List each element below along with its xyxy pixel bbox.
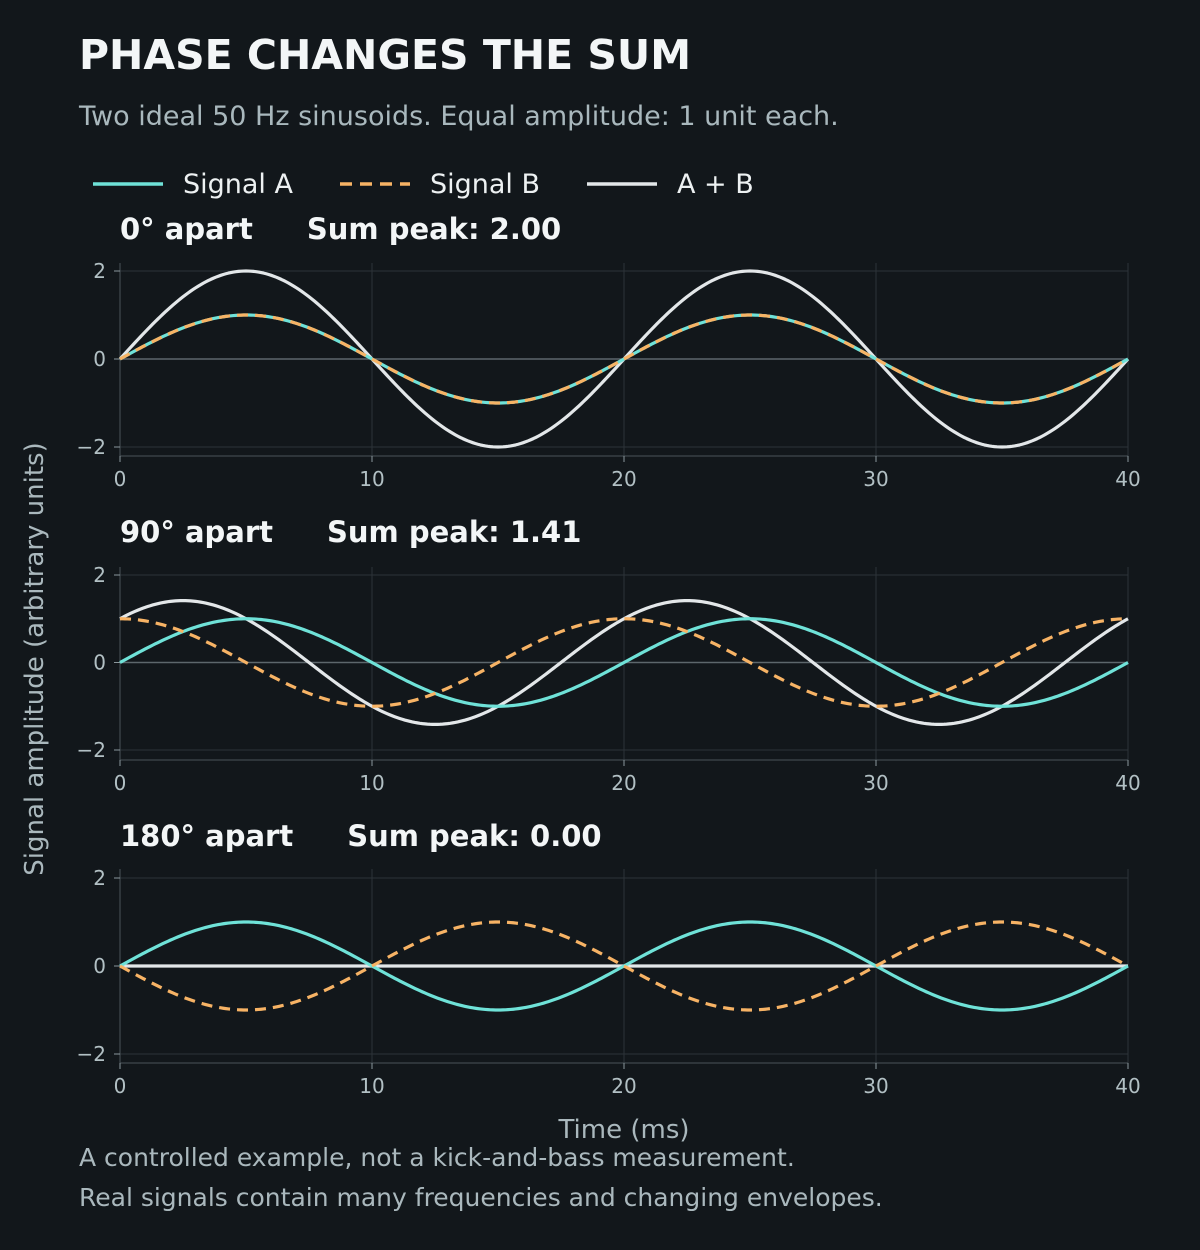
series-signal-b-line [119, 617, 1129, 708]
series-signal-b-line [119, 920, 1129, 1012]
y-tick-label: 2 [93, 563, 106, 587]
series-signal-b-line [119, 313, 1129, 405]
y-tick-label: 0 [93, 954, 106, 978]
legend: Signal A Signal B A + B [93, 169, 754, 200]
y-tick-label: 0 [93, 347, 106, 371]
panel-sum-peak-label: Sum peak: 2.00 [307, 212, 561, 246]
x-tick-label: 10 [359, 771, 384, 795]
x-tick-label: 10 [359, 467, 384, 491]
x-tick-label: 40 [1115, 1074, 1140, 1098]
x-tick-label: 40 [1115, 771, 1140, 795]
panel-phase-label: 180° apart [120, 819, 293, 853]
chart-subtitle: Two ideal 50 Hz sinusoids. Equal amplitu… [78, 101, 839, 132]
x-axis-label: Time (ms) [557, 1115, 689, 1145]
y-tick-label: −2 [77, 738, 106, 762]
series-sum-line [119, 599, 1129, 726]
x-tick-label: 30 [863, 467, 888, 491]
x-tick-label: 10 [359, 1074, 384, 1098]
y-tick-label: 0 [93, 651, 106, 675]
legend-label-signal-a: Signal A [183, 169, 294, 200]
panel-sum-peak-label: Sum peak: 0.00 [347, 819, 601, 853]
legend-label-sum: A + B [677, 169, 754, 200]
panel-sum-peak-label: Sum peak: 1.41 [327, 515, 581, 549]
x-tick-label: 20 [611, 771, 636, 795]
y-axis-label: Signal amplitude (arbitrary units) [20, 442, 50, 876]
x-tick-label: 0 [114, 771, 127, 795]
y-tick-label: 2 [93, 259, 106, 283]
x-tick-label: 20 [611, 1074, 636, 1098]
x-tick-label: 30 [863, 1074, 888, 1098]
x-tick-label: 20 [611, 467, 636, 491]
x-tick-label: 40 [1115, 467, 1140, 491]
x-tick-label: 0 [114, 1074, 127, 1098]
y-tick-label: −2 [77, 435, 106, 459]
y-tick-label: 2 [93, 866, 106, 890]
series-signal-a-line [119, 617, 1129, 708]
x-tick-label: 30 [863, 771, 888, 795]
panel-phase-label: 90° apart [120, 515, 273, 549]
footer-line-1: A controlled example, not a kick-and-bas… [79, 1143, 795, 1172]
chart-title: PHASE CHANGES THE SUM [79, 31, 691, 79]
footer-line-2: Real signals contain many frequencies an… [79, 1183, 883, 1212]
panel-phase-label: 0° apart [120, 212, 253, 246]
x-tick-label: 0 [114, 467, 127, 491]
legend-label-signal-b: Signal B [430, 169, 540, 200]
y-tick-label: −2 [77, 1042, 106, 1066]
